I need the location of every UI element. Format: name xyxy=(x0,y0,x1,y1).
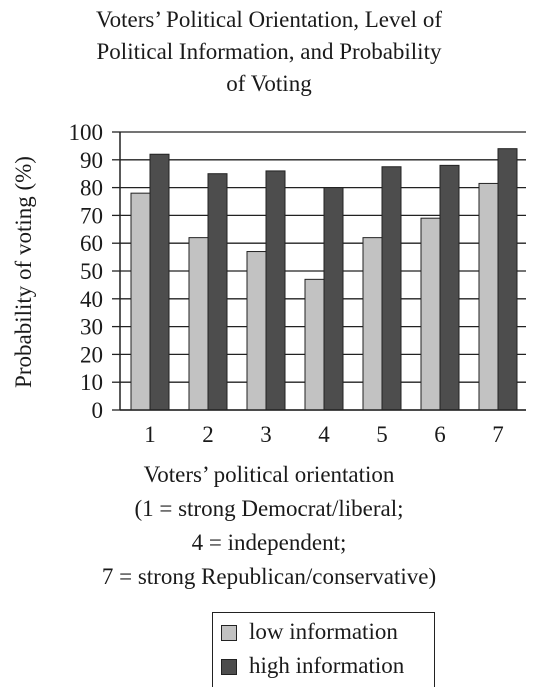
y-tick-label: 10 xyxy=(80,370,103,395)
x-axis-label-line: 7 = strong Republican/conservative) xyxy=(101,564,437,589)
chart-title-line: Voters’ Political Orientation, Level of xyxy=(96,7,442,32)
y-tick-label: 50 xyxy=(80,259,103,284)
bar-low-information xyxy=(304,278,325,411)
x-tick-label: 4 xyxy=(318,422,330,447)
y-tick-label: 0 xyxy=(92,398,104,423)
legend-swatch-high xyxy=(221,659,237,675)
y-tick-label: 40 xyxy=(80,287,103,312)
y-axis-label: Probability of voting (%) xyxy=(11,156,36,388)
x-tick-label: 6 xyxy=(434,422,446,447)
bar-low-information xyxy=(478,182,499,411)
y-tick-label: 100 xyxy=(69,120,104,145)
legend-label-low: low information xyxy=(249,619,398,644)
x-tick-label: 5 xyxy=(376,422,388,447)
y-tick-label: 80 xyxy=(80,176,103,201)
bar-low-information xyxy=(420,217,441,411)
x-axis-label: Voters’ political orientation (1 = stron… xyxy=(0,458,538,594)
axes xyxy=(112,131,526,411)
bar-low-information xyxy=(362,237,383,411)
y-tick-label: 90 xyxy=(80,148,103,173)
legend-swatch-low xyxy=(221,625,237,641)
bar-low-information xyxy=(130,192,151,411)
chart-title: Voters’ Political Orientation, Level of … xyxy=(0,4,538,100)
y-tick-label: 20 xyxy=(80,342,103,367)
legend-label-high: high information xyxy=(249,653,405,678)
y-tick-label: 60 xyxy=(80,231,103,256)
x-tick-label: 7 xyxy=(492,422,504,447)
chart-title-line: of Voting xyxy=(226,71,312,96)
chart-title-line: Political Information, and Probability xyxy=(96,39,442,64)
x-tick-label: 2 xyxy=(202,422,214,447)
x-tick-label: 3 xyxy=(260,422,272,447)
legend: low information high information xyxy=(212,612,435,687)
y-tick-label: 70 xyxy=(80,203,103,228)
bar-high-information xyxy=(149,153,170,411)
bar-high-information xyxy=(207,173,228,411)
x-tick-label: 1 xyxy=(144,422,156,447)
bar-low-information xyxy=(188,237,209,411)
bar-low-information xyxy=(246,251,267,411)
bar-high-information xyxy=(439,164,460,411)
y-tick-label: 30 xyxy=(80,315,103,340)
x-axis-label-line: (1 = strong Democrat/liberal; xyxy=(134,496,404,521)
bar-high-information xyxy=(497,148,518,411)
x-axis-label-line: Voters’ political orientation xyxy=(143,462,395,487)
bar-high-information xyxy=(323,187,344,411)
bar-high-information xyxy=(381,166,402,411)
x-axis-label-line: 4 = independent; xyxy=(191,530,347,555)
bar-high-information xyxy=(265,170,286,411)
